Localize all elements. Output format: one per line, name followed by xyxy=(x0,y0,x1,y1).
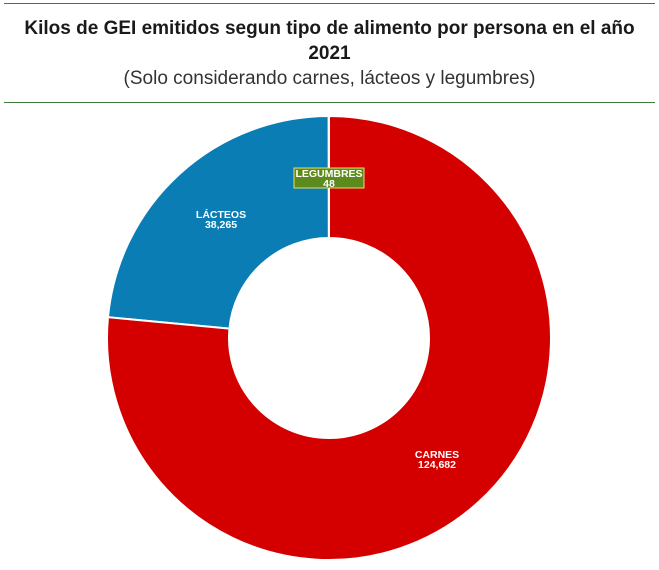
label-value-lacteos: 38,265 xyxy=(205,219,237,231)
label-category-carnes: CARNES xyxy=(415,449,459,461)
label-value-legumbres: 48 xyxy=(323,178,335,190)
label-value-carnes: 124,682 xyxy=(418,459,456,471)
label-category-legumbres: LEGUMBRES xyxy=(295,168,362,180)
legumbres-label-box xyxy=(293,167,365,189)
slice-lacteos xyxy=(106,114,330,330)
header-rule xyxy=(4,102,655,103)
label-category-lacteos: LÁCTEOS xyxy=(196,208,246,221)
slice-carnes xyxy=(106,114,552,561)
chart-subtitle: (Solo considerando carnes, lácteos y leg… xyxy=(123,68,536,89)
chart-header: Kilos de GEI emitidos segun tipo de alim… xyxy=(4,0,655,91)
chart-title: Kilos de GEI emitidos segun tipo de alim… xyxy=(24,18,635,64)
top-rule xyxy=(4,3,655,4)
